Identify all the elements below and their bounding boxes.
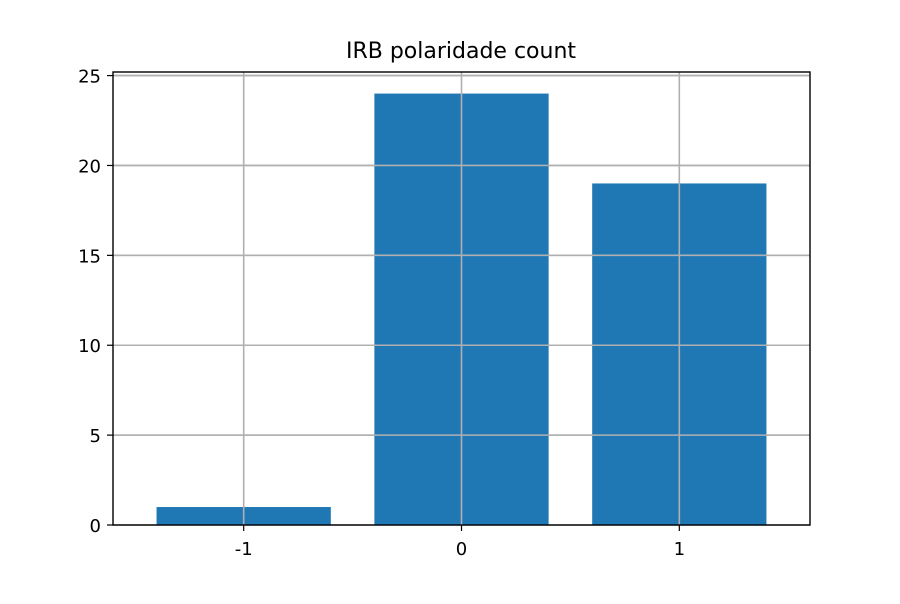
- y-tick-label: 5: [90, 426, 101, 447]
- x-tick-label: -1: [235, 539, 253, 560]
- chart-title: IRB polaridade count: [346, 39, 576, 64]
- y-tick-label: 25: [78, 67, 101, 88]
- y-tick-label: 20: [78, 156, 101, 177]
- y-tick-label: 0: [90, 516, 101, 537]
- ticks-layer: 0 5 10 15 20 25 -1 0 1: [78, 67, 685, 560]
- x-tick-label: 1: [674, 539, 685, 560]
- y-tick-label: 10: [78, 336, 101, 357]
- y-tick-label: 15: [78, 246, 101, 267]
- x-tick-label: 0: [456, 539, 467, 560]
